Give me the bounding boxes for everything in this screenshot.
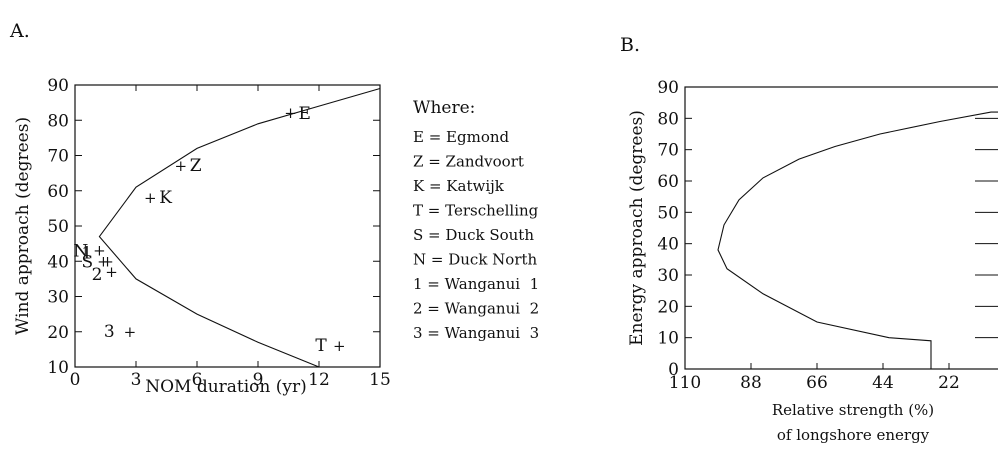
panel-b-x-axis-label-line2: of longshore energy: [777, 426, 930, 444]
data-point-label: S: [81, 252, 93, 272]
panel-a-plot-frame: [74, 84, 381, 368]
panel-b-y-tick-label: 20: [657, 297, 679, 317]
panel-a-y-tick-label: 60: [47, 182, 69, 202]
legend-entry: K = Katwijk: [413, 177, 505, 195]
panel-a-curve: [98, 87, 381, 368]
panel-b-y-tick-label: 90: [657, 78, 679, 98]
panel-a-x-tick-label: 3: [131, 370, 142, 390]
data-point-label: Z: [190, 156, 202, 176]
data-point-label: K: [159, 188, 172, 208]
data-point-marker: +: [144, 189, 157, 207]
panel-b-series-line: [717, 111, 998, 369]
legend-entry: E = Egmond: [413, 128, 510, 146]
panel-a-x-tick-label: 6: [192, 370, 203, 390]
data-point-marker: +: [284, 104, 297, 122]
panel-b-y-tick-label: 0: [668, 360, 679, 380]
legend-entry: N = Duck North: [413, 251, 538, 269]
panel-a-y-tick-label: 40: [47, 252, 69, 272]
data-point-label: T: [315, 336, 327, 356]
data-point-marker: +: [97, 252, 110, 270]
panel-a-x-ticks: 0 3 6 9 12 15: [70, 85, 391, 390]
panel-b-y-tick-label: 40: [657, 235, 679, 255]
data-point-marker: +: [101, 252, 114, 270]
panel-b-x-tick-label: 22: [938, 373, 960, 393]
panel-b-x-tick-label: 44: [872, 373, 894, 393]
panel-a-y-tick-label: 90: [47, 76, 69, 96]
data-point-label: 2: [92, 265, 103, 285]
legend-entry: 2 = Wanganui 2: [413, 300, 539, 318]
data-point-marker: +: [333, 337, 346, 355]
legend-entry: 1 = Wanganui 1: [413, 275, 539, 293]
data-point-label: N: [73, 242, 88, 262]
panel-b-label: B.: [620, 34, 640, 56]
legend-entry: T = Terschelling: [413, 202, 539, 220]
panel-b: B. 110 88 66 44 22 0 0 10 20 30 40 50 60 70 80 90 Rela…: [620, 34, 998, 444]
data-point-marker: +: [174, 157, 187, 175]
data-point-marker: +: [124, 323, 137, 341]
panel-b-y-tick-label: 50: [657, 203, 679, 223]
panel-a-x-tick-label: 9: [253, 370, 264, 390]
panel-b-y-ticks: 0 10 20 30 40 50 60 70 80 90: [657, 78, 998, 380]
panel-b-y-axis-label: Energy approach (degrees): [627, 110, 647, 346]
panel-a-label: A.: [9, 20, 30, 42]
legend-entry: S = Duck South: [413, 226, 534, 244]
panel-a-y-axis-label: Wind approach (degrees): [13, 117, 33, 335]
panel-a-points: + E+ Z+ K+T+S+N +1+2+3: [73, 104, 345, 356]
panel-b-y-tick-label: 60: [657, 172, 679, 192]
panel-b-plot-frame: [684, 86, 998, 370]
data-point-label: 3: [104, 322, 115, 342]
panel-b-x-tick-label: 88: [740, 373, 762, 393]
legend-entry: 3 = Wanganui 3: [413, 324, 539, 342]
panel-a-x-axis-label: NOM duration (yr): [145, 377, 307, 397]
panel-a-y-tick-label: 20: [47, 323, 69, 343]
panel-a-y-tick-label: 30: [47, 288, 69, 308]
panel-a-x-tick-label: 0: [70, 370, 81, 390]
panel-b-y-tick-label: 10: [657, 329, 679, 349]
panel-a-x-tick-label: 15: [369, 370, 391, 390]
panel-a-y-ticks: 10 20 30 40 50 60 70 80 90: [47, 76, 380, 378]
legend-entry: Z = Zandvoort: [413, 153, 524, 171]
panel-a-y-tick-label: 10: [47, 358, 69, 378]
panel-b-x-ticks: 110 88 66 44 22 0: [669, 363, 960, 393]
panel-a-x-tick-label: 12: [308, 370, 330, 390]
panel-a-y-tick-label: 70: [47, 147, 69, 167]
data-point-marker: +: [105, 263, 118, 281]
data-point-marker: +: [93, 242, 106, 260]
panel-a-y-tick-label: 80: [47, 111, 69, 131]
panel-a-legend: E = Egmond Z = Zandvoort K = Katwijk T = Te…: [413, 128, 539, 342]
panel-a-y-tick-label: 50: [47, 217, 69, 237]
panel-b-y-tick-label: 80: [657, 109, 679, 129]
panel-b-y-tick-label: 30: [657, 266, 679, 286]
panel-b-x-tick-label: 110: [669, 373, 701, 393]
panel-b-x-axis-label: Relative strength (%): [772, 401, 934, 419]
panel-b-x-tick-label: 66: [806, 373, 828, 393]
data-point-label: 1: [82, 243, 93, 263]
legend-title: Where:: [413, 98, 475, 118]
data-point-label: E: [299, 104, 311, 124]
panel-b-y-tick-label: 70: [657, 141, 679, 161]
